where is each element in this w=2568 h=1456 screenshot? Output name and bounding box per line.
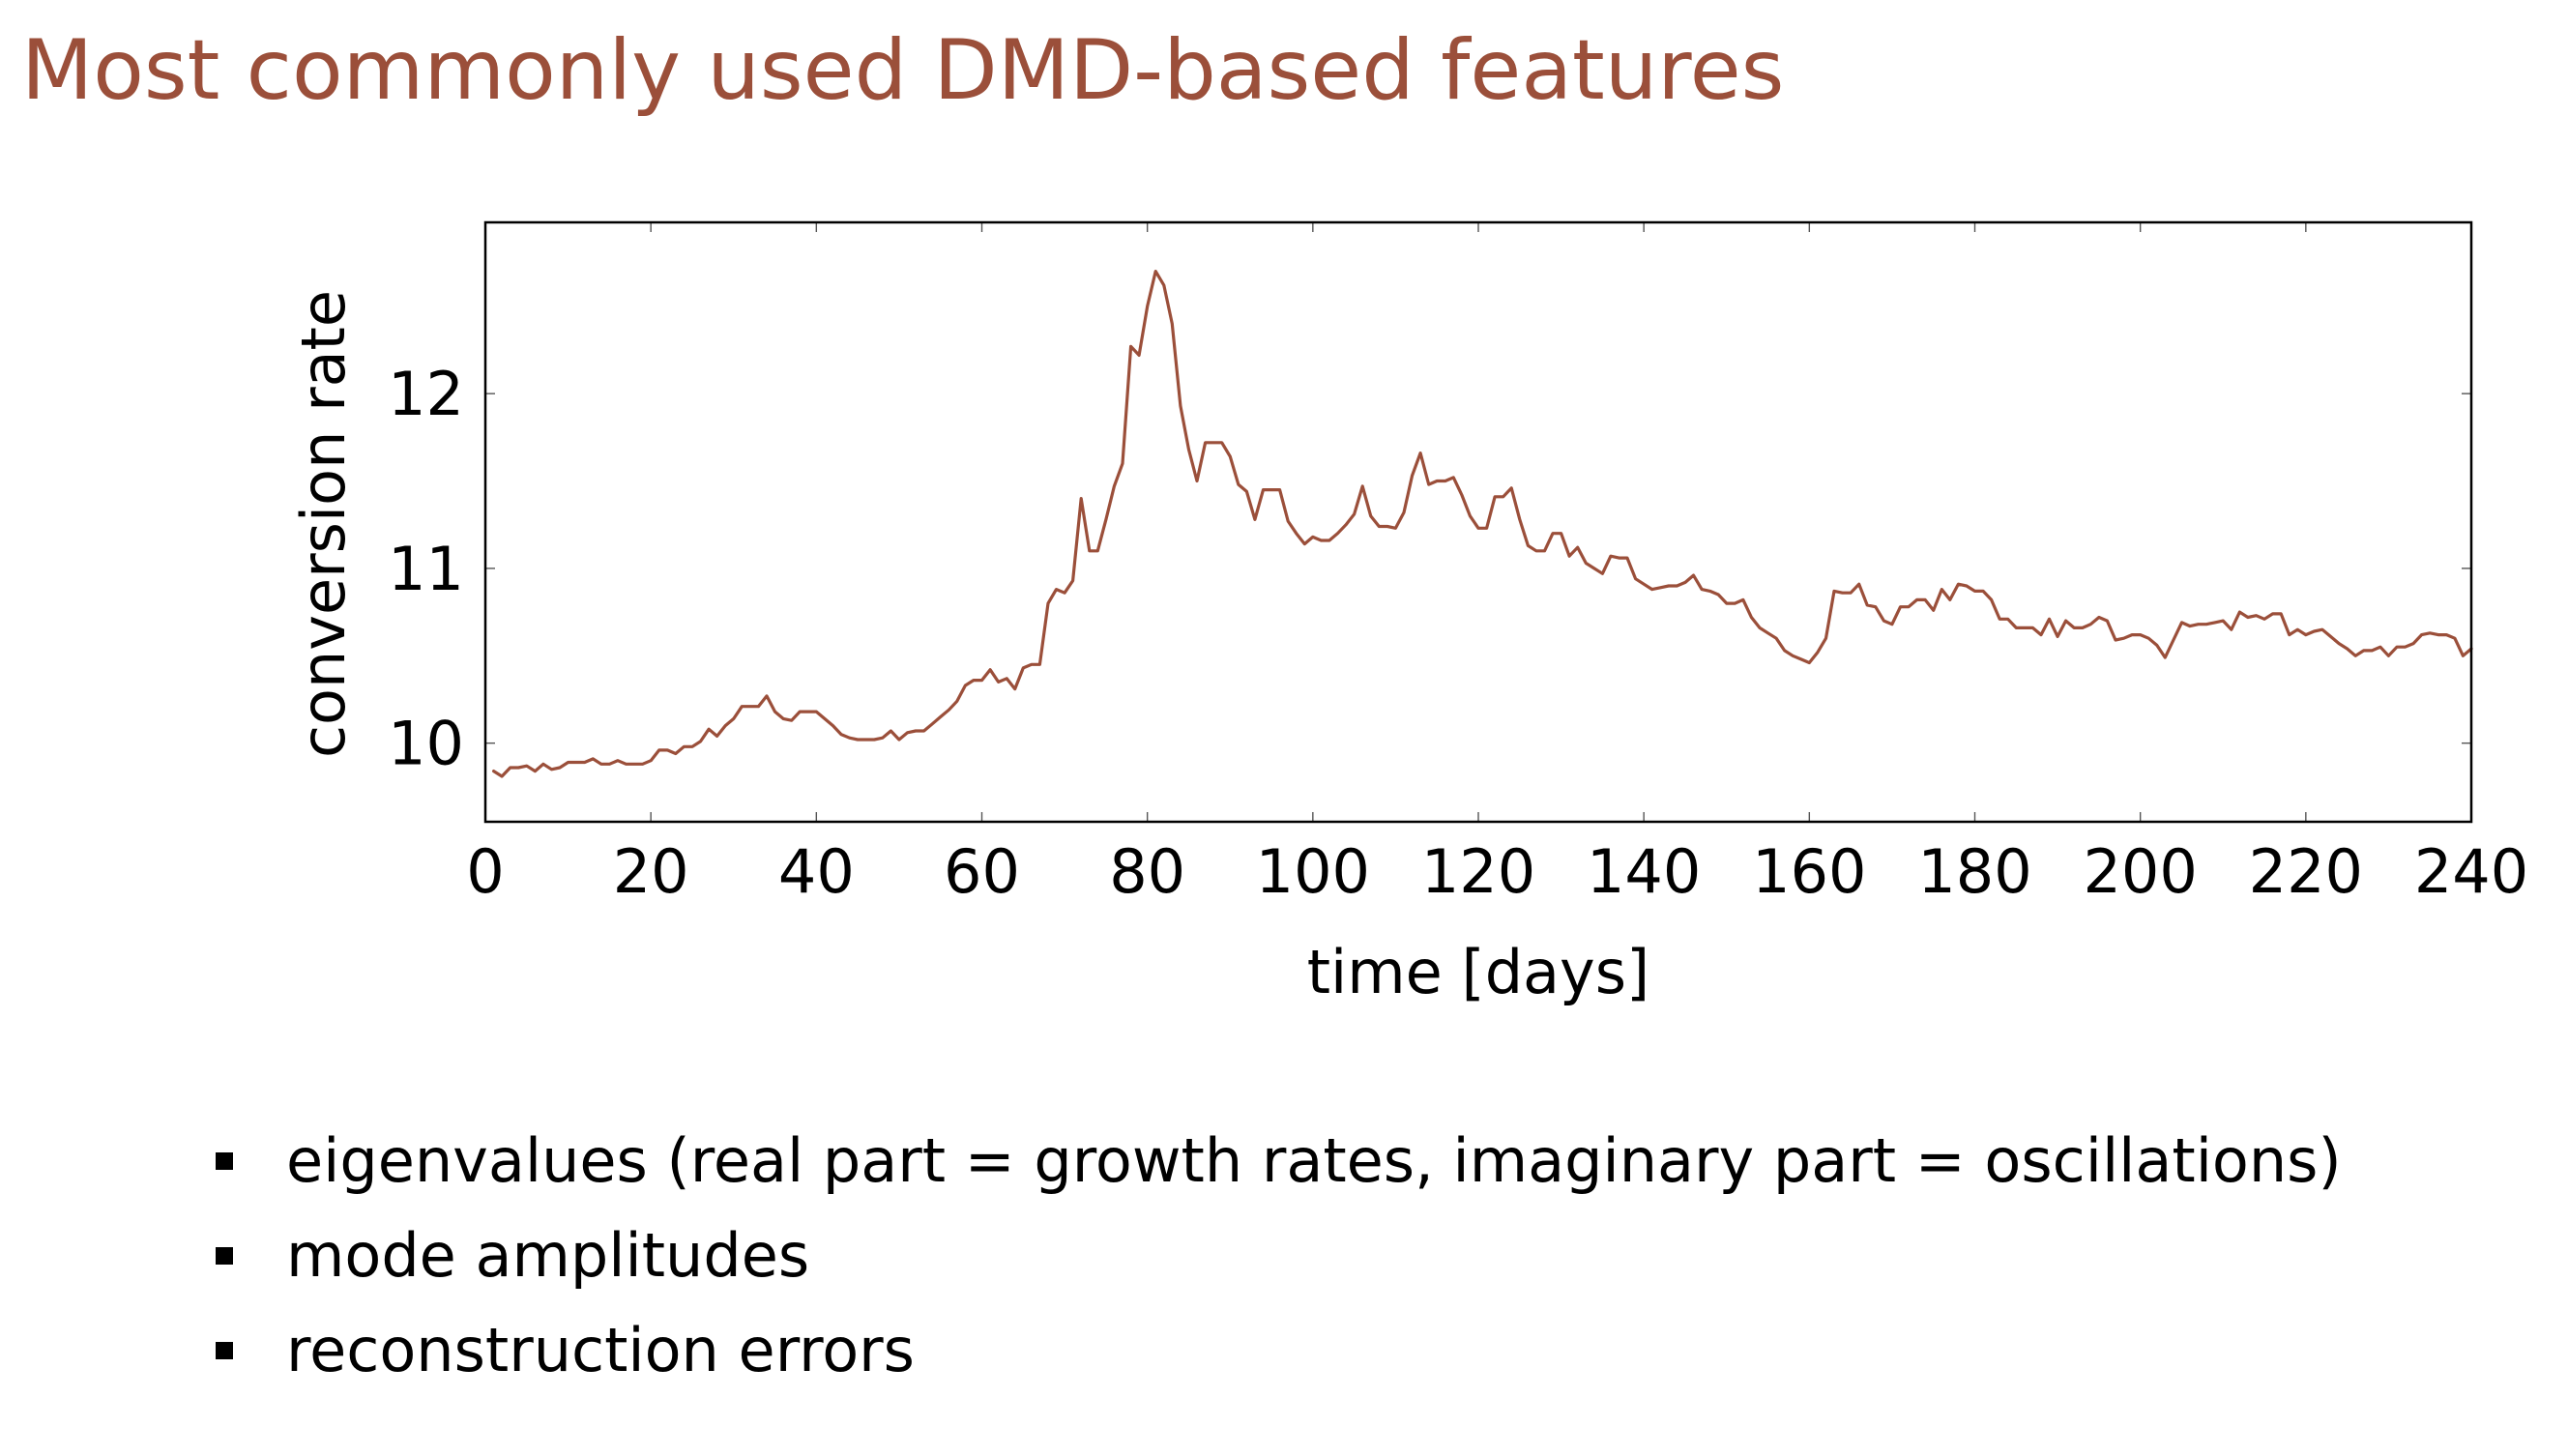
bullet-item-reconstruction-errors: reconstruction errors [213,1303,2342,1398]
feature-bullet-list: eigenvalues (real part = growth rates, i… [213,1114,2342,1398]
y-axis-ticks: 10 11 12 [388,359,2471,779]
plot-frame [483,220,2473,824]
x-tick-label: 200 [2083,836,2197,907]
y-axis-label: conversion rate [288,290,359,758]
x-tick-label: 20 [613,836,689,907]
series-layer [492,270,2473,778]
x-tick-label: 120 [1421,836,1535,907]
x-tick-label: 80 [1109,836,1185,907]
bullet-item-eigenvalues: eigenvalues (real part = growth rates, i… [213,1114,2342,1208]
x-tick-label: 220 [2249,836,2363,907]
x-tick-label: 60 [944,836,1020,907]
x-axis-ticks: 0 20 40 60 80 100 120 140 160 180 200 220 240 [466,222,2528,907]
line-chart: 0 20 40 60 80 100 120 140 160 180 200 220 240 10 11 12… [288,220,2528,1007]
x-axis-label: time [days] [1307,937,1650,1007]
y-tick-label: 12 [388,359,464,429]
bullet-text: reconstruction errors [286,1315,915,1385]
series-line [492,270,2473,778]
square-bullet-icon [216,1342,233,1359]
y-tick-label: 10 [388,709,464,779]
plot-background [485,222,2471,822]
square-bullet-icon [216,1152,233,1170]
plot-frame-layer [483,220,2473,824]
x-tick-label: 140 [1587,836,1701,907]
slide-title: Most commonly used DMD-based features [21,22,1785,119]
x-tick-label: 180 [1917,836,2031,907]
square-bullet-icon [216,1247,233,1265]
bullet-text: eigenvalues (real part = growth rates, i… [286,1125,2342,1196]
x-tick-label: 40 [778,836,855,907]
bullet-item-mode-amplitudes: mode amplitudes [213,1208,2342,1303]
x-tick-label: 240 [2414,836,2528,907]
x-tick-label: 100 [1256,836,1370,907]
x-tick-label: 0 [466,836,504,907]
plot-area [485,222,2471,822]
x-tick-label: 160 [1752,836,1866,907]
y-tick-label: 11 [388,534,464,604]
bullet-text: mode amplitudes [286,1220,810,1291]
